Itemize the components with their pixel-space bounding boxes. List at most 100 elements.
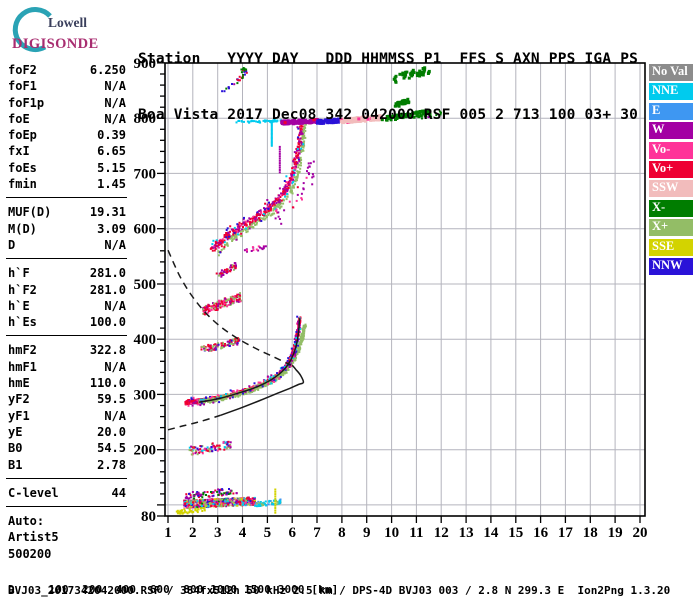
param-label: foF2 [8,63,37,77]
param-label: foF1p [8,95,45,110]
param-value: 100.0 [89,315,126,330]
legend: No Val NNE E W Vo- Vo+ SSW X- X+ SSE NNW [649,64,693,277]
param-label: D [8,237,16,252]
legend-item-x-: X+ [649,219,693,237]
svg-text:11: 11 [409,525,423,541]
param-value: 2.78 [97,457,126,472]
param-value: 3.09 [97,221,126,236]
param-value: N/A [104,298,126,313]
param-label: fmin [8,177,37,192]
param-value: 44 [111,485,126,500]
svg-text:6: 6 [288,525,296,541]
param-row: hmF2 322.8 [8,342,126,358]
param-value: 6.250 [89,63,126,77]
legend-item-w: W [649,122,693,140]
param-row: 500200 [8,546,126,562]
svg-text:19: 19 [608,525,623,541]
param-row: yF2 59.5 [8,391,126,407]
param-row: yF1 N/A [8,408,126,424]
svg-text:80: 80 [141,509,156,525]
svg-text:4: 4 [239,525,247,541]
svg-text:17: 17 [558,525,574,541]
param-row: C-level 44 [8,485,126,501]
logo-arc-icon [12,7,52,53]
param-row: foF1 N/A [8,78,126,94]
param-row: foE N/A [8,111,126,127]
legend-item-e: E [649,102,693,120]
param-value: 19.31 [89,205,126,220]
svg-text:500: 500 [134,277,157,293]
legend-item-no-val: No Val [649,64,693,81]
svg-text:18: 18 [583,525,598,541]
param-value: 6.65 [97,144,126,159]
param-label: foEp [8,128,37,143]
param-value: 20.0 [97,424,126,439]
param-label: foEs [8,160,37,175]
svg-text:700: 700 [134,166,157,182]
param-row: h`Es 100.0 [8,314,126,330]
param-row: foF1p N/A [8,95,126,111]
param-label: B0 [8,441,23,456]
digisonde-logo: Lowell DIGISONDE [12,7,99,53]
param-value: 54.5 [97,441,126,456]
station-header-values: Boa Vista 2017 Dec08 342 042000 RSF 005 … [138,106,639,123]
param-label: h`F2 [8,282,37,297]
param-label: yE [8,424,23,439]
station-header-labels: Station YYYY DAY DDD HHMMSS P1 FFS S AXN… [138,51,639,67]
svg-text:7: 7 [313,525,321,541]
param-label: hmF1 [8,359,37,374]
svg-text:3: 3 [214,525,222,541]
param-label: hmE [8,376,30,391]
param-value: 1.45 [97,177,126,192]
distance-row: D 100 200 400 600 800 1000 1500 3000 [km… [8,583,339,596]
param-row: D N/A [8,237,126,253]
svg-text:13: 13 [459,525,474,541]
divider [6,197,127,199]
param-label: MUF(D) [8,205,52,220]
param-label: yF2 [8,392,30,407]
param-value: 281.0 [89,282,126,297]
param-label: yF1 [8,408,30,423]
logo-lowell-text: Lowell [48,15,87,30]
legend-item-vo-: Vo+ [649,160,693,178]
divider [6,477,127,479]
svg-text:200: 200 [134,443,157,459]
svg-text:12: 12 [434,525,449,541]
svg-text:400: 400 [134,332,157,348]
svg-text:15: 15 [508,525,523,541]
param-label: B1 [8,457,23,472]
svg-text:300: 300 [134,387,157,403]
legend-item-x-: X- [649,199,693,217]
svg-text:2: 2 [189,525,197,541]
param-value: 110.0 [89,376,126,391]
param-row: B0 54.5 [8,440,126,456]
legend-item-sse: SSE [649,238,693,256]
legend-item-ssw: SSW [649,180,693,198]
param-row: hmE 110.0 [8,375,126,391]
param-label: 500200 [8,546,52,561]
param-value: N/A [104,237,126,252]
param-row: yE 20.0 [8,424,126,440]
param-row: Auto: [8,513,126,529]
svg-text:20: 20 [633,525,648,541]
param-label: M(D) [8,221,37,236]
param-row: foF2 6.250 [8,62,126,78]
svg-text:8: 8 [338,525,346,541]
param-label: Artist5 [8,530,59,545]
legend-item-nne: NNE [649,83,693,101]
param-value: N/A [104,408,126,423]
svg-text:14: 14 [483,525,499,541]
svg-text:16: 16 [533,525,549,541]
param-label: C-level [8,485,59,500]
logo-digisonde-text: DIGISONDE [12,36,99,52]
param-label: foF1 [8,79,37,94]
divider [6,335,127,337]
param-row: B1 2.78 [8,457,126,473]
param-row: fmin 1.45 [8,176,126,192]
param-label: hmF2 [8,343,37,358]
divider [6,506,127,508]
param-label: h`Es [8,315,37,330]
param-value: 5.15 [97,160,126,175]
